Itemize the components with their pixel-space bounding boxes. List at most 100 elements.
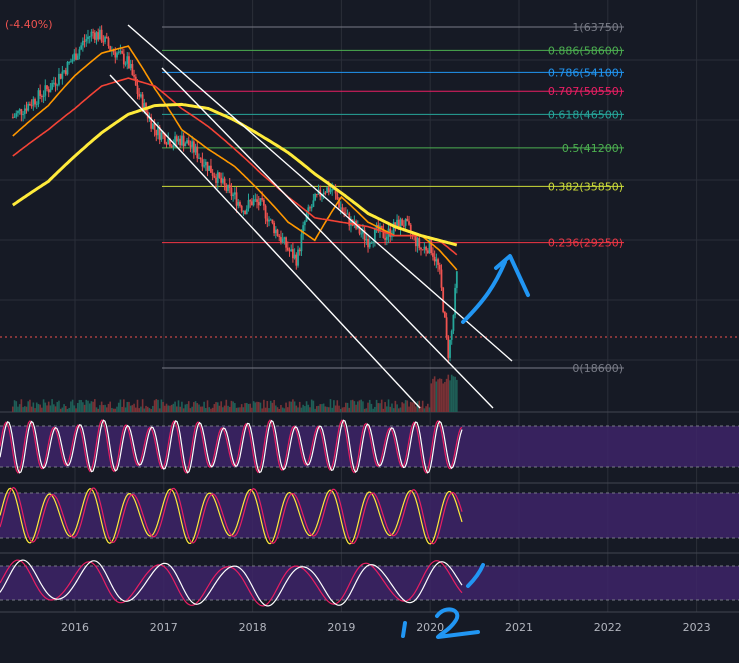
candle-body xyxy=(51,83,54,90)
candle-body xyxy=(61,71,64,79)
volume-bar xyxy=(435,381,438,412)
volume-bar xyxy=(184,404,187,412)
candle-body xyxy=(423,246,426,250)
candle-body xyxy=(81,40,84,46)
x-axis: 2016 2017 2018 2019 2020 2021 2022 2023 xyxy=(61,621,711,634)
candle-body xyxy=(420,247,422,250)
volume-bar xyxy=(141,399,144,412)
oscillator-band xyxy=(0,493,739,538)
candle-body xyxy=(399,219,402,230)
candle-body xyxy=(298,249,301,252)
candle-body xyxy=(83,40,86,42)
volume-bar xyxy=(13,400,16,412)
candle-body xyxy=(271,219,274,223)
volume-bar xyxy=(225,399,228,412)
volume-bar xyxy=(353,401,356,412)
channel-line[interactable] xyxy=(127,24,513,362)
volume-bar xyxy=(333,400,335,412)
channel-line[interactable] xyxy=(161,67,494,409)
price-change-label: (-4.40%) xyxy=(5,18,53,31)
candle-body xyxy=(143,103,146,110)
candle-body xyxy=(281,238,284,243)
candle-body xyxy=(341,207,344,212)
candle-body xyxy=(30,105,33,107)
volume-bar xyxy=(403,403,405,412)
candle-body xyxy=(208,165,211,171)
candle-body xyxy=(49,89,52,93)
candle-body xyxy=(75,53,77,60)
volume-bar xyxy=(264,407,267,412)
candle-body xyxy=(88,36,91,38)
candle-body xyxy=(179,138,182,146)
candle-body xyxy=(80,45,83,50)
volume-bar xyxy=(389,406,392,412)
volume-bar xyxy=(281,407,284,412)
candle-body xyxy=(273,222,276,234)
moving-averages xyxy=(11,45,458,271)
candle-body xyxy=(204,161,207,166)
candle-body xyxy=(117,51,120,54)
volume-bar xyxy=(61,407,64,412)
channel-line[interactable] xyxy=(109,74,421,409)
volume-bar xyxy=(25,406,28,412)
candle-body xyxy=(264,205,267,219)
volume-bar xyxy=(319,404,322,412)
candle-body xyxy=(66,61,69,75)
volume-bar xyxy=(75,408,77,412)
oscillator-line xyxy=(0,419,463,474)
volume-bar xyxy=(76,402,79,412)
candle-body xyxy=(428,238,431,254)
candle-body xyxy=(122,53,125,65)
candle-body xyxy=(58,73,60,85)
moving-average-line xyxy=(12,45,458,271)
candle-body xyxy=(181,135,183,146)
candle-body xyxy=(286,247,289,251)
volume-bar xyxy=(138,408,141,412)
volume-bar xyxy=(399,407,402,412)
candle-body xyxy=(293,254,296,259)
volume-bars xyxy=(12,374,458,412)
candle-body xyxy=(155,129,158,136)
volume-bar xyxy=(206,400,209,412)
volume-bar xyxy=(49,405,52,412)
volume-bar xyxy=(140,406,142,412)
candle-body xyxy=(447,336,450,358)
volume-bar xyxy=(411,402,414,412)
candle-body xyxy=(384,237,387,240)
moving-average-line xyxy=(11,102,458,247)
volume-bar xyxy=(102,405,105,412)
volume-bar xyxy=(317,405,320,412)
candle-body xyxy=(438,264,441,270)
volume-bar xyxy=(232,401,234,412)
volume-bar xyxy=(377,403,380,412)
volume-bar xyxy=(307,404,310,412)
volume-bar xyxy=(148,408,151,412)
candle-body xyxy=(225,184,228,191)
volume-bar xyxy=(32,402,35,412)
volume-bar xyxy=(454,376,456,412)
candle-body xyxy=(262,199,265,206)
volume-bar xyxy=(223,405,226,412)
volume-bar xyxy=(286,407,289,412)
volume-bar xyxy=(30,406,33,412)
hand-drawn-arrow-head xyxy=(494,254,530,297)
candle-body xyxy=(150,117,153,129)
candle-body xyxy=(140,94,142,97)
candle-body xyxy=(244,211,246,215)
volume-bar xyxy=(169,405,171,412)
volume-bar xyxy=(34,408,36,412)
volume-bar xyxy=(111,407,113,412)
downtrend-channel[interactable] xyxy=(109,24,513,409)
candle-body xyxy=(34,99,36,105)
moving-average-line xyxy=(12,77,458,256)
candle-body xyxy=(372,241,375,243)
volume-bar xyxy=(420,406,422,412)
volume-bar xyxy=(365,408,368,412)
volume-bar xyxy=(346,402,349,412)
candle-body xyxy=(329,189,332,193)
candle-body xyxy=(403,225,405,227)
volume-bar xyxy=(421,400,424,412)
candle-body xyxy=(104,36,106,42)
hand-drawn-tick xyxy=(466,563,485,588)
